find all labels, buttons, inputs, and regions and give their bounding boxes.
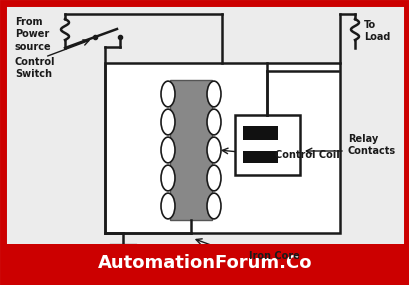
Ellipse shape xyxy=(161,81,175,107)
Ellipse shape xyxy=(161,109,175,135)
Text: Iron Core: Iron Core xyxy=(248,251,299,261)
Bar xyxy=(234,115,299,175)
Bar xyxy=(170,80,211,220)
Text: Relay
Contacts: Relay Contacts xyxy=(347,134,395,156)
Text: AutomationForum.Co: AutomationForum.Co xyxy=(97,254,312,272)
Ellipse shape xyxy=(161,193,175,219)
Bar xyxy=(3,244,406,282)
Bar xyxy=(243,151,277,163)
Ellipse shape xyxy=(161,137,175,163)
Ellipse shape xyxy=(207,165,220,191)
Text: Control Coil: Control Coil xyxy=(274,150,339,160)
Bar xyxy=(243,126,277,140)
Ellipse shape xyxy=(207,193,220,219)
Ellipse shape xyxy=(207,81,220,107)
Text: From
Power
source: From Power source xyxy=(15,17,52,52)
Text: To
Load: To Load xyxy=(363,20,389,42)
Ellipse shape xyxy=(207,109,220,135)
Text: Control
Switch: Control Switch xyxy=(15,57,55,80)
Ellipse shape xyxy=(207,137,220,163)
Bar xyxy=(105,63,339,233)
Ellipse shape xyxy=(161,165,175,191)
